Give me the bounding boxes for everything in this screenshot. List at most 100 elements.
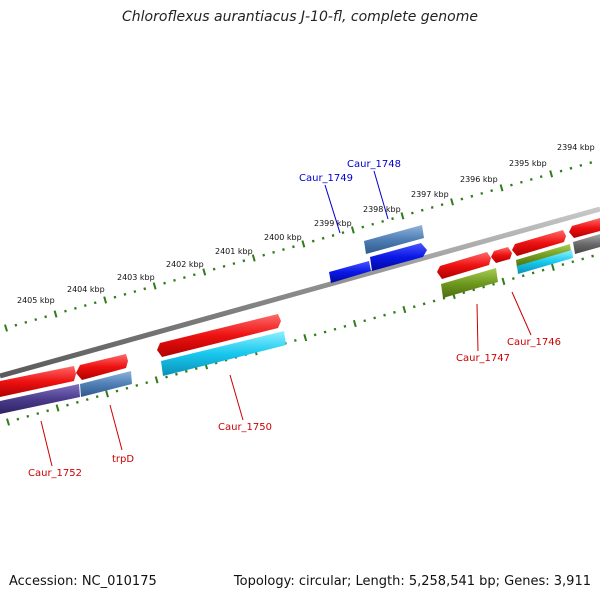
gene-arrow[interactable] [569, 218, 600, 238]
scale-label: 2404 kbp [67, 285, 105, 294]
minor-tick [183, 276, 186, 279]
cds-feature-caur-1748[interactable] [370, 243, 427, 271]
minor-tick [232, 262, 236, 266]
major-tick [499, 184, 504, 192]
minor-tick [44, 315, 48, 319]
major-tick [350, 226, 355, 234]
minor-tick [440, 203, 444, 207]
minor-tick [420, 208, 424, 212]
minor-tick [393, 310, 396, 314]
minor-tick [175, 372, 178, 376]
gene-label-caur-1747[interactable]: Caur_1747 [456, 353, 510, 364]
minor-tick [559, 169, 563, 173]
major-tick [105, 390, 109, 398]
minor-tick [192, 273, 196, 277]
major-tick [450, 198, 454, 206]
cds-feature-caur-1750[interactable] [161, 331, 286, 376]
minor-tick [115, 389, 119, 393]
scale-label: 2402 kbp [166, 260, 204, 269]
gene-arrow[interactable] [0, 366, 76, 397]
accession-text: Accession: NC_010175 [9, 574, 157, 589]
minor-tick [125, 386, 129, 390]
scale-labels: 2405 kbp 2404 kbp 2403 kbp 2402 kbp 2401… [17, 143, 595, 305]
gene-label-caur-1746[interactable]: Caur_1746 [507, 337, 561, 348]
cds-feature-trpd[interactable] [80, 371, 132, 397]
minor-tick [222, 264, 226, 268]
major-tick [301, 240, 306, 248]
minor-tick [589, 161, 593, 165]
minor-tick [282, 248, 285, 251]
gene-features [0, 218, 600, 414]
cds-feature-caur-1746[interactable] [516, 244, 571, 268]
minor-tick [14, 323, 18, 327]
gene-arrow[interactable] [157, 314, 281, 357]
minor-tick [371, 222, 375, 226]
cds-feature-caur-1752[interactable] [0, 384, 80, 414]
minor-tick [410, 211, 414, 215]
major-tick [152, 282, 157, 290]
cds-feature-caur-1746-lower[interactable] [517, 250, 573, 274]
gene-label-caur-1750[interactable]: Caur_1750 [218, 422, 272, 433]
minor-tick [293, 338, 297, 342]
scale-label: 2403 kbp [117, 273, 155, 282]
minor-tick [184, 369, 188, 373]
major-tick [154, 376, 159, 384]
minor-tick [262, 253, 266, 257]
minor-tick [480, 191, 484, 195]
major-tick [402, 305, 407, 314]
minor-tick [341, 231, 345, 235]
minor-tick [194, 367, 198, 371]
minor-tick [123, 292, 127, 296]
minor-tick [212, 267, 216, 271]
scale-label: 2401 kbp [215, 247, 253, 256]
minor-tick [460, 197, 464, 201]
minor-tick [34, 318, 38, 322]
minor-tick [531, 271, 535, 275]
minor-tick [113, 295, 117, 299]
scale-label: 2397 kbp [411, 190, 449, 199]
minor-tick [569, 166, 573, 170]
minor-tick [470, 194, 474, 198]
minor-tick [173, 278, 176, 282]
minor-tick [66, 403, 69, 407]
minor-tick [412, 305, 416, 309]
gene-arrow[interactable] [437, 252, 491, 279]
gene-arrow[interactable] [76, 354, 128, 380]
minor-tick [422, 302, 426, 306]
minor-tick [93, 301, 97, 305]
minor-tick [323, 330, 327, 334]
gene-label-trpd[interactable]: trpD [112, 454, 134, 465]
minor-tick [492, 282, 495, 286]
cds-feature-caur-1748-upper[interactable] [364, 225, 424, 254]
minor-tick [64, 309, 67, 313]
minor-tick [16, 417, 20, 421]
genome-backbone [0, 206, 600, 379]
scale-label: 2398 kbp [363, 205, 401, 214]
cds-feature-caur-1747[interactable] [441, 268, 498, 298]
gene-labels: Caur_1748 Caur_1749 Caur_1747 Caur_1746 … [28, 159, 561, 479]
gene-label-caur-1752[interactable]: Caur_1752 [28, 468, 82, 479]
minor-tick [430, 206, 434, 209]
minor-tick [432, 299, 436, 303]
minor-tick [46, 409, 50, 413]
minor-tick [311, 239, 315, 243]
scale-label: 2405 kbp [17, 296, 55, 305]
minor-tick [85, 398, 89, 402]
gene-label-caur-1749[interactable]: Caur_1749 [299, 173, 353, 184]
scale-label: 2395 kbp [509, 159, 547, 168]
minor-tick [363, 319, 367, 323]
minor-tick [361, 225, 365, 229]
minor-tick [24, 320, 28, 324]
minor-tick [539, 175, 543, 179]
scale-label: 2399 kbp [314, 219, 352, 228]
gene-leader-lines [40, 170, 532, 467]
gene-arrow[interactable] [512, 230, 566, 256]
minor-tick [521, 274, 525, 278]
gene-arrow[interactable] [491, 247, 512, 263]
gene-label-caur-1748[interactable]: Caur_1748 [347, 159, 401, 170]
minor-tick [579, 163, 583, 167]
cds-feature-right-edge[interactable] [573, 234, 600, 254]
minor-tick [321, 236, 325, 240]
minor-tick [165, 375, 168, 379]
cds-feature-caur-1749[interactable] [329, 261, 371, 283]
